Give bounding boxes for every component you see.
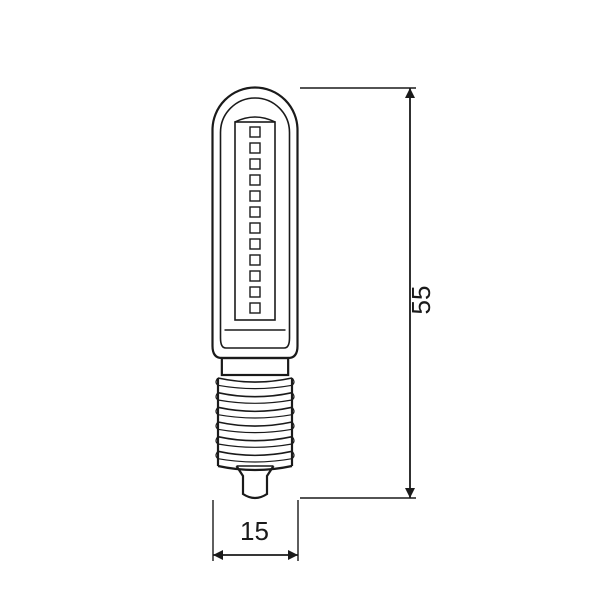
thread-ridge — [218, 451, 292, 455]
thread-ridge — [218, 378, 292, 382]
thread-ridge — [218, 437, 292, 441]
led-cell — [250, 223, 260, 233]
arrowhead — [288, 550, 298, 560]
led-cell — [250, 159, 260, 169]
arrowhead — [213, 550, 223, 560]
led-column — [235, 122, 275, 320]
thread-ridge — [218, 407, 292, 411]
led-cell — [250, 287, 260, 297]
collar — [222, 358, 288, 375]
led-cell — [250, 143, 260, 153]
thread-groove — [218, 429, 292, 432]
led-cell — [250, 127, 260, 137]
led-cell — [250, 271, 260, 281]
led-cell — [250, 191, 260, 201]
dim-label-height: 55 — [406, 286, 436, 315]
led-cell — [250, 239, 260, 249]
thread-groove — [218, 385, 292, 388]
dim-label-width: 15 — [240, 516, 269, 546]
thread-ridge — [218, 422, 292, 426]
arrowhead — [405, 488, 415, 498]
bulb-dimension-diagram: 55 15 — [0, 0, 600, 600]
led-cell — [250, 303, 260, 313]
led-cell — [250, 207, 260, 217]
led-cell — [250, 175, 260, 185]
thread-groove — [218, 459, 292, 462]
led-cell — [250, 255, 260, 265]
thread-ridge — [218, 393, 292, 397]
thread-groove — [218, 400, 292, 403]
thread-groove — [218, 415, 292, 418]
thread-groove — [218, 444, 292, 447]
arrowhead — [405, 88, 415, 98]
